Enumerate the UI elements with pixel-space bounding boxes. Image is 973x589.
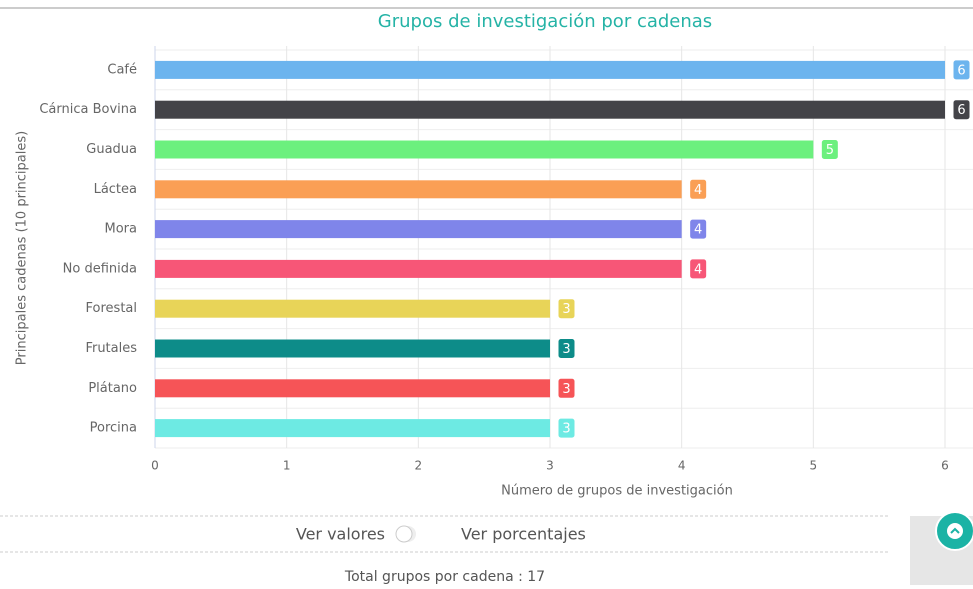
x-tick-label: 2 — [415, 459, 423, 473]
bar — [155, 379, 550, 398]
value-label-box — [557, 298, 576, 320]
value-label: 6 — [957, 103, 965, 118]
y-tick-label: Café — [107, 62, 137, 77]
value-label: 4 — [694, 262, 702, 277]
bar — [155, 220, 682, 239]
x-axis-label: Número de grupos de investigación — [501, 484, 733, 499]
value-label-box — [689, 178, 708, 200]
value-label: 4 — [694, 223, 702, 238]
footer-text: Total grupos por cadena : 17 — [344, 569, 545, 585]
toggle-label: Ver valores — [296, 525, 385, 544]
y-tick-label: Plátano — [88, 381, 137, 396]
value-label-box — [557, 377, 576, 399]
y-tick-label: Guadua — [86, 142, 137, 157]
value-label: 3 — [562, 302, 570, 317]
value-label: 3 — [562, 382, 570, 397]
bar — [155, 339, 550, 358]
bar — [155, 100, 945, 119]
bar — [155, 140, 814, 159]
value-label: 3 — [562, 422, 570, 437]
value-label-box — [689, 258, 708, 280]
scroll-top-icon — [947, 523, 963, 539]
y-tick-label: Cárnica Bovina — [39, 102, 137, 117]
value-label-box — [689, 218, 708, 240]
x-tick-label: 4 — [678, 459, 686, 473]
x-tick-label: 6 — [941, 459, 949, 473]
value-label-box — [820, 139, 839, 160]
bar — [155, 299, 550, 318]
value-label: 4 — [694, 183, 702, 198]
toggle-label: Ver porcentajes — [461, 525, 586, 544]
value-label: 6 — [957, 63, 965, 78]
y-tick-label: Mora — [105, 222, 137, 237]
y-tick-label: Forestal — [86, 301, 137, 316]
value-label-box — [557, 417, 576, 439]
bar — [155, 419, 550, 438]
y-tick-label: Láctea — [94, 182, 137, 197]
bar — [155, 60, 945, 79]
y-tick-label: Porcina — [90, 421, 137, 436]
y-tick-label: Frutales — [85, 341, 137, 356]
y-axis-label: Principales cadenas (10 principales) — [15, 131, 30, 365]
chart-title: Grupos de investigación por cadenas — [378, 11, 712, 32]
y-tick-label: No definida — [63, 261, 137, 276]
x-tick-label: 0 — [151, 459, 159, 473]
value-label: 3 — [562, 342, 570, 357]
value-label: 5 — [826, 143, 834, 158]
x-tick-label: 5 — [810, 459, 818, 473]
x-tick-label: 3 — [546, 459, 554, 473]
value-label-box — [952, 99, 971, 121]
value-label-box — [952, 59, 971, 81]
chevron — [950, 527, 960, 534]
value-label-box — [557, 338, 576, 359]
bar — [155, 259, 682, 278]
toggle-knob[interactable] — [395, 525, 413, 543]
x-tick-label: 1 — [283, 459, 291, 473]
bar — [155, 180, 682, 199]
